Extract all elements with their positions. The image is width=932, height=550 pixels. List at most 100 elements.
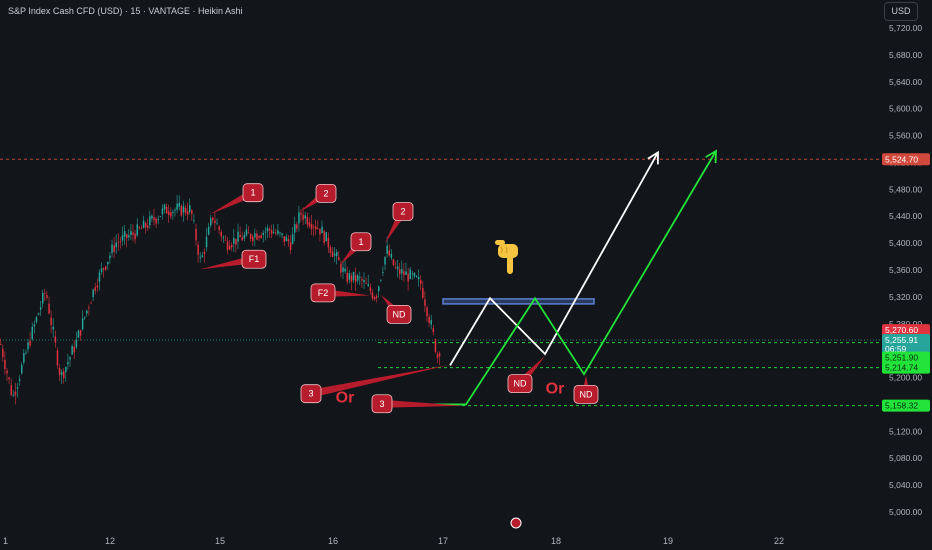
callout-box[interactable] <box>310 283 336 303</box>
candle-body <box>361 279 363 281</box>
resistance-zone <box>442 298 595 305</box>
candle-body <box>235 238 237 245</box>
candle-body <box>184 207 187 213</box>
candle-body <box>138 227 141 229</box>
price-tag <box>882 153 930 166</box>
candle-body <box>73 346 75 353</box>
projection-path <box>378 150 717 406</box>
callout-label: 3 <box>379 399 384 409</box>
candle-body <box>134 233 136 240</box>
candle-body <box>321 226 323 234</box>
candle-body <box>69 357 71 360</box>
candle-body <box>218 226 220 231</box>
callout-box[interactable] <box>315 183 337 203</box>
candle-body <box>92 289 94 298</box>
y-tick-label: 5,320.00 <box>889 292 922 302</box>
candle-body <box>23 353 25 363</box>
x-tick-label: 1 <box>3 536 8 546</box>
candle-body <box>365 283 367 284</box>
candle-body <box>357 275 359 281</box>
candle-body <box>279 232 281 234</box>
candle-body <box>300 212 302 215</box>
candle-body <box>102 268 105 270</box>
callout-box[interactable] <box>573 384 599 404</box>
pointing-down-hand-icon <box>495 240 518 274</box>
candle-body <box>170 212 172 217</box>
candle-body <box>186 211 189 215</box>
callout-label: ND <box>514 379 527 389</box>
candle-body <box>119 241 122 243</box>
candle-body <box>438 353 441 357</box>
candle-body <box>296 224 298 229</box>
callout-label: 2 <box>323 188 328 198</box>
candle-body <box>363 280 365 283</box>
chart-title: S&P Index Cash CFD (USD) · 15 · VANTAGE … <box>8 6 243 16</box>
candle-body <box>426 307 428 317</box>
candle-body <box>109 255 111 259</box>
candle-body <box>260 235 262 238</box>
candle-body <box>201 255 204 257</box>
callout-pointer <box>381 399 463 408</box>
callout-label: F1 <box>249 254 260 264</box>
callout-label: 1 <box>250 188 255 198</box>
candle-body <box>409 269 411 280</box>
y-tick-label: 5,000.00 <box>889 507 922 517</box>
callout-pointer <box>200 255 255 270</box>
candle-body <box>308 222 311 227</box>
x-tick-label: 18 <box>551 536 561 546</box>
candle-body <box>199 256 201 258</box>
candle-body <box>281 233 283 235</box>
y-tick-label: 5,560.00 <box>889 131 922 141</box>
callout-box[interactable] <box>350 232 372 252</box>
callout-box[interactable] <box>507 374 533 394</box>
candle-body <box>287 239 290 242</box>
us-flag-icon[interactable] <box>510 517 522 529</box>
candle-body <box>163 204 166 210</box>
candle-body <box>153 217 155 221</box>
candle-body <box>430 320 432 325</box>
y-tick-label: 5,600.00 <box>889 104 922 114</box>
candle-body <box>340 263 342 273</box>
candle-body <box>180 206 183 216</box>
callout-label: ND <box>580 389 593 399</box>
price-tag <box>882 333 930 354</box>
candle-body <box>77 330 80 338</box>
candle-body <box>123 231 126 237</box>
price-tag-label: 5,214.74 <box>885 363 918 373</box>
candle-body <box>81 318 84 330</box>
candle-body <box>210 218 212 226</box>
candle-body <box>354 275 357 282</box>
candle-body <box>268 228 271 231</box>
candle-body <box>113 245 115 252</box>
callout-box[interactable] <box>300 384 322 404</box>
candle-body <box>147 225 149 228</box>
callout-box[interactable] <box>242 183 264 203</box>
candle-body <box>191 210 193 215</box>
candle-body <box>193 219 195 221</box>
projection-arrowhead <box>705 149 717 164</box>
candles-layer <box>0 194 522 529</box>
candle-body <box>378 286 380 292</box>
candle-body <box>252 236 254 242</box>
callout-label: 3 <box>308 389 313 399</box>
annotations-layer: 1 2 F1 1 2 F2 ND 3 3 ND ND Or Or <box>200 183 599 414</box>
callout-box[interactable] <box>386 304 412 324</box>
candle-body <box>144 223 147 228</box>
callout-box[interactable] <box>392 202 414 221</box>
candle-body <box>197 244 199 255</box>
callout-box[interactable] <box>371 394 393 414</box>
candle-body <box>396 266 399 270</box>
candle-body <box>71 346 73 355</box>
x-tick-label: 17 <box>438 536 448 546</box>
callout-box[interactable] <box>241 249 267 269</box>
candle-body <box>317 228 319 230</box>
candle-body <box>212 217 214 221</box>
currency-button[interactable]: USD <box>884 2 918 21</box>
candle-body <box>407 273 409 282</box>
y-tick-label: 5,360.00 <box>889 265 922 275</box>
candle-body <box>56 350 59 366</box>
price-tags-layer: 5,524.705,270.605,255.9106:595,251.905,2… <box>882 153 930 412</box>
candle-body <box>338 257 340 261</box>
candle-body <box>388 250 390 256</box>
